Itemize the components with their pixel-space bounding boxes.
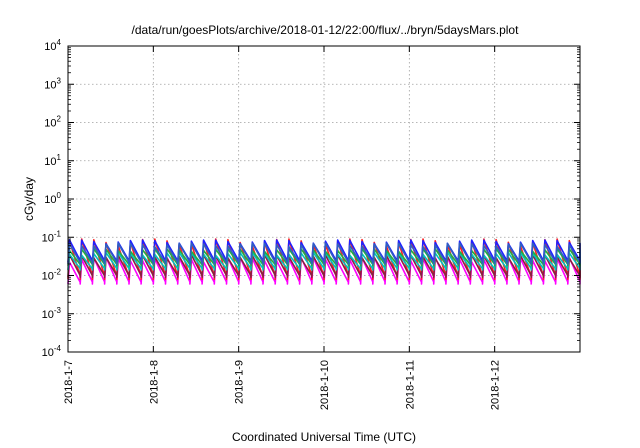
ticks: 10-4 10-3 10-2 10-1 100 101 102 103 104 2018-1-7 2… <box>42 38 580 410</box>
x-tick-label: 2018-1-9 <box>234 360 246 404</box>
y-tick-label: 102 <box>44 115 61 130</box>
grid <box>68 46 580 352</box>
x-tick-label: 2018-1-7 <box>63 360 75 404</box>
y-tick-label: 101 <box>44 153 61 168</box>
y-tick-label: 10-1 <box>42 229 62 244</box>
y-tick-label: 10-4 <box>42 344 62 359</box>
y-tick-label: 100 <box>44 191 61 206</box>
y-tick-label: 10-3 <box>42 306 62 321</box>
x-tick-label: 2018-1-11 <box>404 360 416 409</box>
x-tick-label: 2018-1-8 <box>148 360 160 404</box>
y-tick-label: 10-2 <box>42 268 62 283</box>
x-axis-title: Coordinated Universal Time (UTC) <box>232 430 416 444</box>
y-tick-label: 103 <box>44 76 61 91</box>
x-tick-label: 2018-1-12 <box>490 360 502 410</box>
y-tick-label: 104 <box>44 38 61 53</box>
y-axis-title: cGy/day <box>22 177 36 221</box>
series-line <box>67 242 581 265</box>
chart-title: /data/run/goesPlots/archive/2018-01-12/2… <box>132 23 520 37</box>
x-tick-label: 2018-1-10 <box>319 360 331 410</box>
series-layer <box>67 238 581 285</box>
